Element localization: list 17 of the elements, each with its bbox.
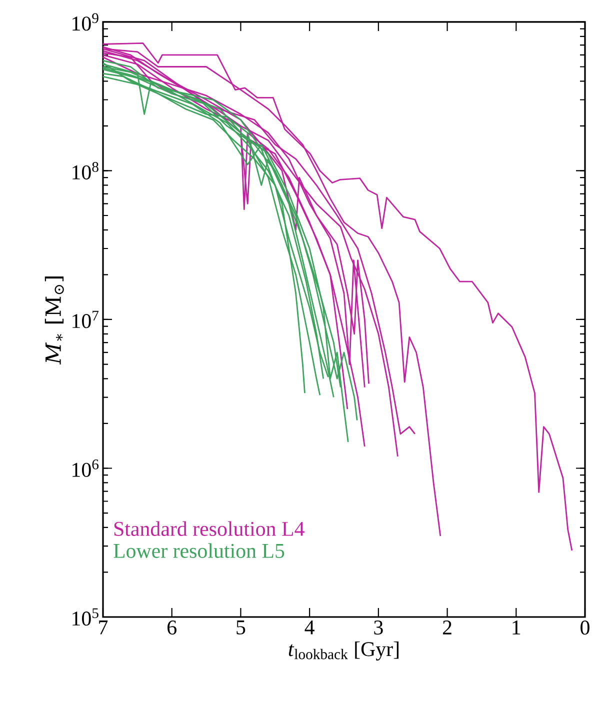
x-tick-label: 5 [236,620,246,634]
x-tick-label: 2 [442,620,452,634]
y-tick-label: 10$^{6}$ [72,460,99,477]
x-axis-title: t$_{lookback}$ [Gyr] [288,641,398,660]
text: Lower resolution L5 [114,543,284,558]
x-tick-label: 7 [99,620,108,634]
x-tick-label: 1 [512,620,520,634]
x-tick-label: 6 [168,620,176,635]
y-tick-label: 10$^{9}$ [72,13,98,31]
y-axis-title: M$_{∗}$ [M$_{⊙}$] [44,276,64,365]
text: Standard resolution L4 [114,521,304,536]
y-tick-label: 10$^{5}$ [72,608,98,626]
x-tick-label: 4 [304,620,314,634]
x-tick-label: 3 [374,620,383,635]
x-tick-label: 0 [580,620,590,635]
y-tick-label: 10$^{7}$ [72,310,99,328]
y-tick-label: 10$^{8}$ [72,162,98,180]
